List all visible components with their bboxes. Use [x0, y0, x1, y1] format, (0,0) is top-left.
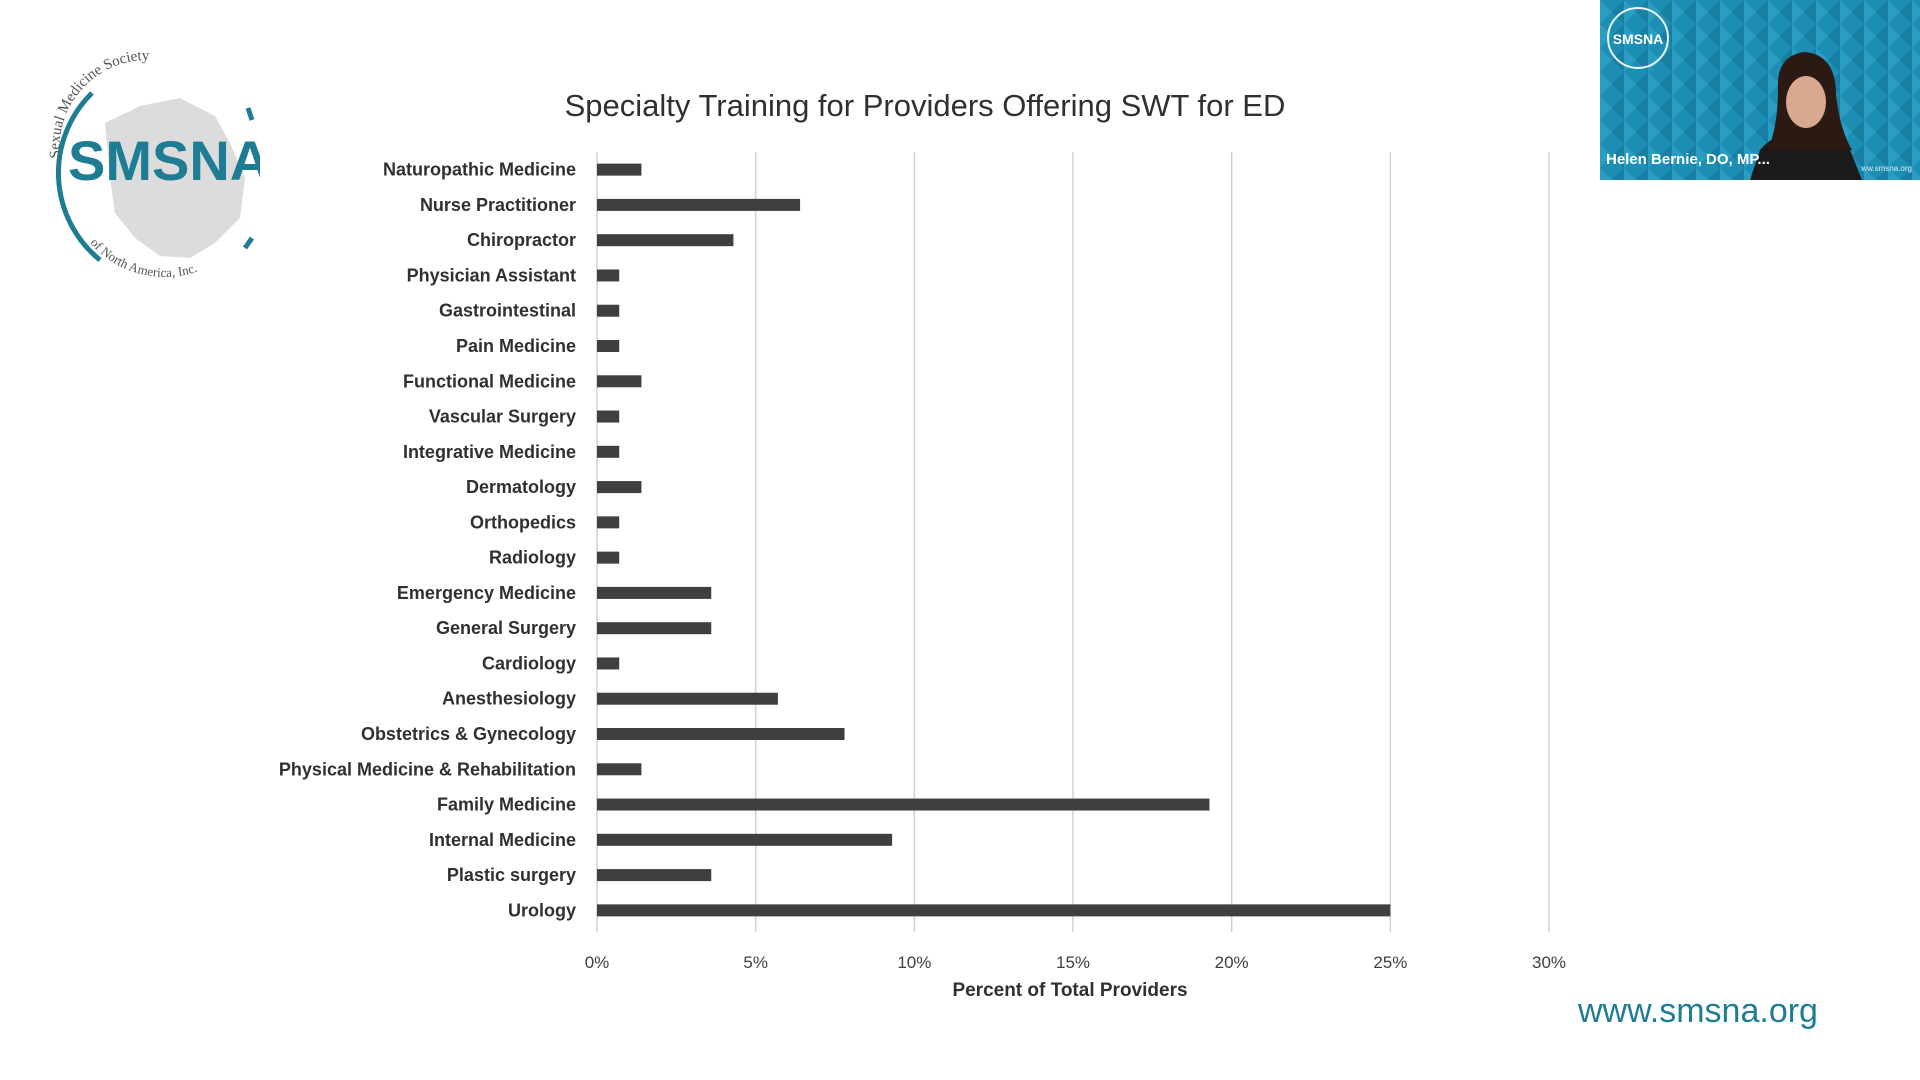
bar: [597, 869, 712, 882]
x-tick-label: 30%: [1532, 953, 1566, 972]
north-america-map-icon: [105, 98, 245, 258]
category-label: Obstetrics & Gynecology: [361, 724, 576, 744]
logo-ring-right-icon: [242, 107, 255, 250]
bar: [597, 198, 801, 211]
category-label: Chiropractor: [467, 230, 576, 250]
participant-video-tile[interactable]: SMSNA Helen Bernie, DO, MP... ww.smsna.o…: [1600, 0, 1920, 180]
category-label: Pain Medicine: [456, 336, 576, 356]
bar: [597, 798, 1210, 811]
x-tick-label: 15%: [1056, 953, 1090, 972]
bar: [597, 375, 642, 388]
bar: [597, 163, 642, 176]
bar: [597, 904, 1391, 917]
category-label: Orthopedics: [470, 512, 576, 532]
bar: [597, 728, 845, 740]
category-label: Physical Medicine & Rehabilitation: [279, 759, 576, 779]
x-tick-label: 10%: [897, 953, 931, 972]
category-label: Internal Medicine: [429, 830, 576, 850]
category-label: Urology: [508, 900, 576, 920]
tile-logo-text: SMSNA: [1613, 31, 1664, 47]
x-tick-label: 20%: [1215, 953, 1249, 972]
category-label: Functional Medicine: [403, 371, 576, 391]
category-label: General Surgery: [436, 618, 576, 638]
bar: [597, 622, 712, 635]
video-background: SMSNA: [1600, 0, 1920, 180]
bar: [597, 692, 778, 705]
category-label: Nurse Practitioner: [420, 195, 576, 215]
category-label: Dermatology: [466, 477, 576, 497]
category-label: Physician Assistant: [407, 265, 576, 285]
tile-url: ww.smsna.org: [1861, 164, 1912, 173]
category-label: Plastic surgery: [447, 865, 576, 885]
bar: [597, 445, 620, 458]
category-label: Family Medicine: [437, 795, 576, 815]
bar: [597, 763, 642, 776]
bar: [597, 586, 712, 599]
category-label: Anesthesiology: [442, 689, 576, 709]
tile-logo-icon: [1607, 7, 1669, 69]
bar: [597, 833, 893, 846]
participant-name: Helen Bernie, DO, MP...: [1606, 151, 1770, 168]
x-axis-title: Percent of Total Providers: [952, 980, 1188, 1001]
logo-wordmark: SMSNA: [68, 129, 260, 192]
smsna-logo: Sexual Medicine Society of North America…: [47, 48, 260, 280]
category-label: Naturopathic Medicine: [383, 160, 576, 180]
category-label: Radiology: [489, 548, 576, 568]
bar: [597, 516, 620, 529]
logo-ring-icon: [55, 91, 102, 262]
bar: [597, 269, 620, 282]
x-tick-label: 0%: [585, 953, 610, 972]
bar: [597, 481, 642, 494]
category-label: Gastrointestinal: [439, 301, 576, 321]
website-url[interactable]: www.smsna.org: [1578, 992, 1818, 1030]
x-tick-label: 5%: [743, 953, 768, 972]
category-label: Cardiology: [482, 653, 576, 673]
bar: [597, 551, 620, 564]
category-label: Emergency Medicine: [397, 583, 576, 603]
bar: [597, 304, 620, 317]
category-label: Integrative Medicine: [403, 442, 576, 462]
chart-title: Specialty Training for Providers Offerin…: [564, 88, 1286, 123]
bar: [597, 657, 620, 670]
presenter-silhouette-icon: [1750, 52, 1862, 180]
category-label: Vascular Surgery: [429, 407, 576, 427]
bar: [597, 340, 620, 352]
bar: [597, 410, 620, 423]
bar: [597, 234, 734, 247]
x-tick-label: 25%: [1373, 953, 1407, 972]
